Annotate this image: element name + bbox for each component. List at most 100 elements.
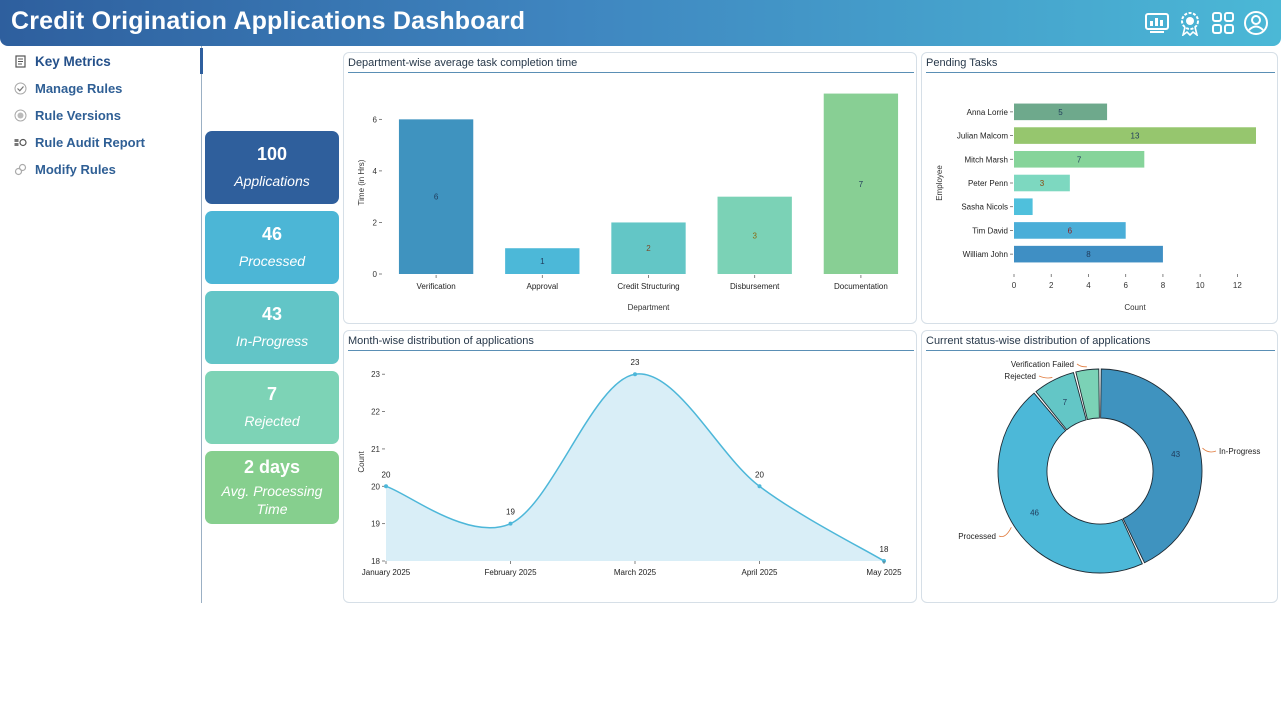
x-tick-label: Credit Structuring [617,282,679,291]
x-tick-label: Documentation [834,282,888,291]
y-tick-label: Mitch Marsh [964,155,1008,164]
x-axis-label: Count [1124,303,1146,312]
y-tick-label: 0 [373,270,378,279]
bar [1014,222,1126,239]
y-tick-label: 18 [371,557,380,566]
x-tick-label: Approval [527,282,559,291]
data-point [384,484,388,489]
panel-title: Department-wise average task completion … [348,57,914,73]
bar [611,222,686,274]
kpi-rejected: 7 Rejected [205,371,339,444]
bar-value-label: 6 [1068,226,1073,235]
kpi-value: 2 days [243,457,301,477]
y-axis-label: Count [357,451,366,473]
kpi-value: 43 [261,304,283,324]
x-tick-label: Verification [417,282,456,291]
data-label: 23 [631,358,640,367]
panel-title: Pending Tasks [926,57,1275,73]
donut-slice [1075,368,1100,421]
x-tick-label: April 2025 [741,568,778,577]
sidebar-item-label: Modify Rules [35,161,116,177]
sidebar-item-modify-rules[interactable]: Modify Rules [14,159,116,179]
kpi-processed: 46 Processed [205,211,339,284]
slice-category-label: Rejected [1004,372,1036,381]
kpi-label: Applications [234,173,310,189]
x-tick-label: 4 [1086,281,1091,290]
data-point [757,484,762,489]
panel-pending-tasks: Pending Tasks 5 Anna Lorrie 13 Julian Malco… [921,52,1278,324]
kpi-label: Avg. Processing Time [221,483,323,517]
bar-value-label: 3 [1040,179,1045,188]
bar-value-label: 6 [434,193,439,202]
x-tick-label: February 2025 [484,568,537,577]
kpi-value: 46 [261,224,283,244]
sidebar-nav: Key Metrics Manage Rules Rule Versions R… [0,46,203,603]
donut-slice [1035,371,1087,431]
y-tick-label: 20 [371,482,380,491]
data-point [633,372,637,377]
y-tick-label: 22 [371,408,380,417]
y-tick-label: William John [963,250,1008,259]
data-label: 19 [506,508,515,517]
sidebar-item-key-metrics[interactable]: Key Metrics [14,51,111,71]
kpi-applications: 100 Applications [205,131,339,204]
monitor-chart-icon[interactable] [1144,10,1170,36]
y-tick-label: Julian Malcom [957,132,1008,141]
x-tick-label: May 2025 [866,568,902,577]
panel-title: Current status-wise distribution of appl… [926,335,1275,351]
sidebar-item-rule-audit-report[interactable]: Rule Audit Report [14,132,145,152]
bar-value-label: 1 [540,257,545,266]
bar [1014,150,1145,168]
department-bar-chart: 0 2 4 6 6 Verification 1 Approval 2 Credit Struct… [357,93,899,312]
header-icons [1144,10,1269,37]
panel-department-chart: Department-wise average task completion … [343,52,917,324]
sidebar-item-label: Manage Rules [35,80,123,96]
bar [717,196,792,274]
check-circle-icon [14,82,27,95]
slice-value-label: 46 [1030,509,1039,518]
kpi-label: Processed [238,253,306,269]
panel-status-chart: Current status-wise distribution of appl… [921,330,1278,603]
bar [1014,127,1256,144]
x-tick-label: January 2025 [362,568,411,577]
bar-value-label: 7 [1077,155,1082,164]
slice-value-label: 43 [1171,450,1180,459]
active-indicator [200,48,203,74]
data-label: 20 [755,470,764,479]
data-point [508,521,513,526]
versions-icon [14,109,27,122]
bar [398,119,474,274]
y-tick-label: 19 [371,520,380,529]
bar [1014,245,1163,263]
data-label: 18 [880,545,889,554]
x-tick-label: 0 [1012,281,1017,290]
page-title: Credit Origination Applications Dashboar… [11,7,526,35]
donut-slice [997,392,1143,574]
audit-icon [14,136,27,149]
y-tick-label: 21 [371,445,380,454]
slice-leader-line [1076,363,1087,368]
bar-value-label: 5 [1058,108,1063,117]
bar [823,93,899,274]
grid-apps-icon[interactable] [1210,10,1236,36]
y-tick-label: Sasha Nicols [961,203,1008,212]
kpi-label: In-Progress [235,333,309,349]
award-badge-icon[interactable] [1177,10,1203,37]
x-tick-label: 12 [1233,281,1242,290]
slice-leader-line [998,527,1012,537]
x-tick-label: 10 [1196,281,1205,290]
bar [1014,174,1070,192]
y-tick-label: Tim David [972,226,1008,235]
x-tick-label: 2 [1049,281,1054,290]
x-tick-label: 6 [1123,281,1128,290]
bar [1014,103,1108,121]
sidebar-item-rule-versions[interactable]: Rule Versions [14,105,121,125]
slice-category-label: In-Progress [1219,447,1260,456]
bar-value-label: 7 [859,180,864,189]
status-donut-chart: 43 In-Progress 46 Processed 7 Rejected Verific… [958,360,1260,574]
kpi-value: 100 [256,144,288,164]
sidebar-item-manage-rules[interactable]: Manage Rules [14,78,122,98]
kpi-value: 7 [266,384,277,404]
sidebar-item-label: Key Metrics [35,53,111,69]
user-profile-icon[interactable] [1243,10,1269,36]
